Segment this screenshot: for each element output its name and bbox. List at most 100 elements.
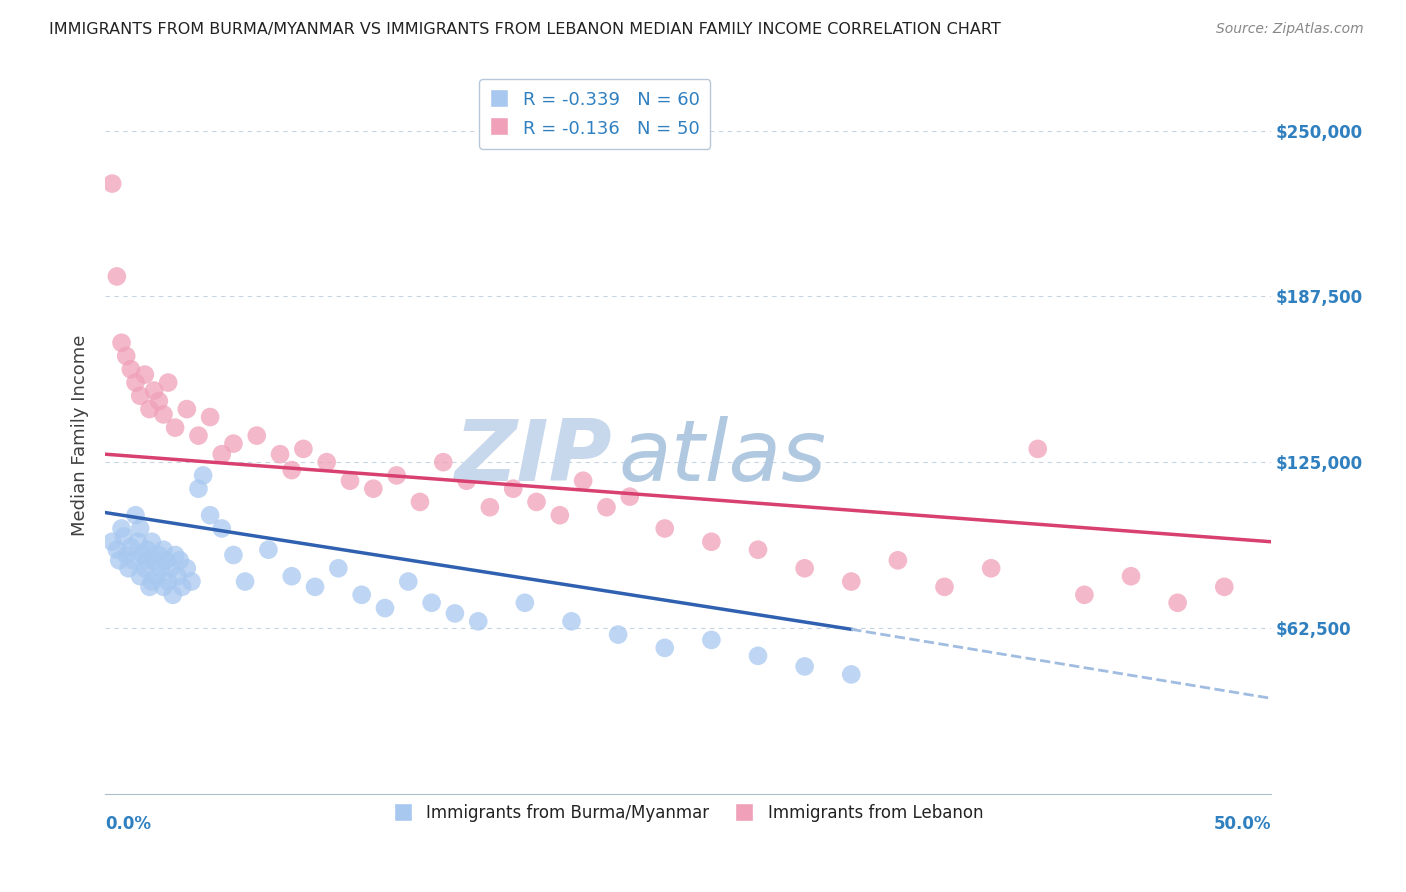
Point: [166, 569, 188, 583]
Point: [526, 495, 548, 509]
Point: [187, 482, 209, 496]
Point: [280, 463, 302, 477]
Point: [152, 542, 174, 557]
Point: [101, 177, 124, 191]
Point: [654, 521, 676, 535]
Point: [839, 574, 862, 589]
Point: [548, 508, 571, 523]
Point: [700, 632, 723, 647]
Point: [211, 447, 233, 461]
Point: [124, 376, 146, 390]
Point: [124, 508, 146, 523]
Point: [176, 402, 198, 417]
Point: [502, 482, 524, 496]
Point: [112, 529, 135, 543]
Point: [513, 596, 536, 610]
Point: [105, 542, 128, 557]
Point: [134, 368, 156, 382]
Point: [1026, 442, 1049, 456]
Point: [172, 580, 194, 594]
Point: [115, 548, 138, 562]
Point: [131, 548, 153, 562]
Point: [129, 521, 152, 535]
Point: [148, 394, 170, 409]
Point: [136, 542, 159, 557]
Point: [257, 542, 280, 557]
Point: [980, 561, 1002, 575]
Point: [467, 615, 489, 629]
Point: [269, 447, 291, 461]
Point: [150, 561, 173, 575]
Point: [350, 588, 373, 602]
Point: [165, 420, 187, 434]
Point: [191, 468, 214, 483]
Point: [700, 534, 723, 549]
Point: [162, 588, 184, 602]
Point: [101, 534, 124, 549]
Point: [478, 500, 501, 515]
Point: [747, 648, 769, 663]
Point: [129, 569, 152, 583]
Point: [246, 428, 269, 442]
Point: [607, 627, 630, 641]
Point: [409, 495, 432, 509]
Point: [176, 561, 198, 575]
Point: [619, 490, 641, 504]
Point: [198, 410, 221, 425]
Text: ZIP: ZIP: [454, 416, 612, 499]
Point: [122, 553, 145, 567]
Point: [141, 534, 163, 549]
Point: [793, 561, 815, 575]
Point: [120, 362, 142, 376]
Point: [134, 561, 156, 575]
Point: [157, 574, 180, 589]
Point: [747, 542, 769, 557]
Point: [385, 468, 408, 483]
Point: [432, 455, 454, 469]
Point: [157, 376, 180, 390]
Point: [127, 534, 149, 549]
Point: [152, 408, 174, 422]
Point: [129, 389, 152, 403]
Point: [136, 553, 159, 567]
Point: [115, 349, 138, 363]
Point: [396, 574, 419, 589]
Point: [560, 615, 582, 629]
Text: Source: ZipAtlas.com: Source: ZipAtlas.com: [1216, 22, 1364, 37]
Point: [110, 335, 132, 350]
Point: [138, 580, 160, 594]
Point: [339, 474, 361, 488]
Point: [420, 596, 443, 610]
Point: [374, 601, 396, 615]
Point: [169, 553, 191, 567]
Point: [1213, 580, 1236, 594]
Point: [444, 607, 467, 621]
Point: [198, 508, 221, 523]
Text: 50.0%: 50.0%: [1213, 815, 1271, 833]
Point: [793, 659, 815, 673]
Point: [292, 442, 315, 456]
Point: [315, 455, 337, 469]
Point: [143, 553, 166, 567]
Point: [280, 569, 302, 583]
Point: [180, 574, 202, 589]
Point: [328, 561, 350, 575]
Point: [159, 561, 181, 575]
Point: [105, 269, 128, 284]
Point: [141, 574, 163, 589]
Point: [1167, 596, 1189, 610]
Point: [654, 640, 676, 655]
Point: [222, 436, 245, 450]
Point: [456, 474, 478, 488]
Point: [155, 553, 177, 567]
Point: [887, 553, 910, 567]
Point: [1119, 569, 1142, 583]
Point: [222, 548, 245, 562]
Point: [595, 500, 617, 515]
Text: atlas: atlas: [619, 416, 827, 499]
Point: [117, 561, 139, 575]
Legend: Immigrants from Burma/Myanmar, Immigrants from Lebanon: Immigrants from Burma/Myanmar, Immigrant…: [387, 797, 990, 829]
Text: IMMIGRANTS FROM BURMA/MYANMAR VS IMMIGRANTS FROM LEBANON MEDIAN FAMILY INCOME CO: IMMIGRANTS FROM BURMA/MYANMAR VS IMMIGRA…: [49, 22, 1001, 37]
Point: [187, 428, 209, 442]
Point: [120, 540, 142, 554]
